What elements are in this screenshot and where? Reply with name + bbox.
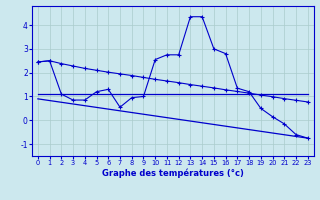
X-axis label: Graphe des températures (°c): Graphe des températures (°c) [102, 169, 244, 178]
